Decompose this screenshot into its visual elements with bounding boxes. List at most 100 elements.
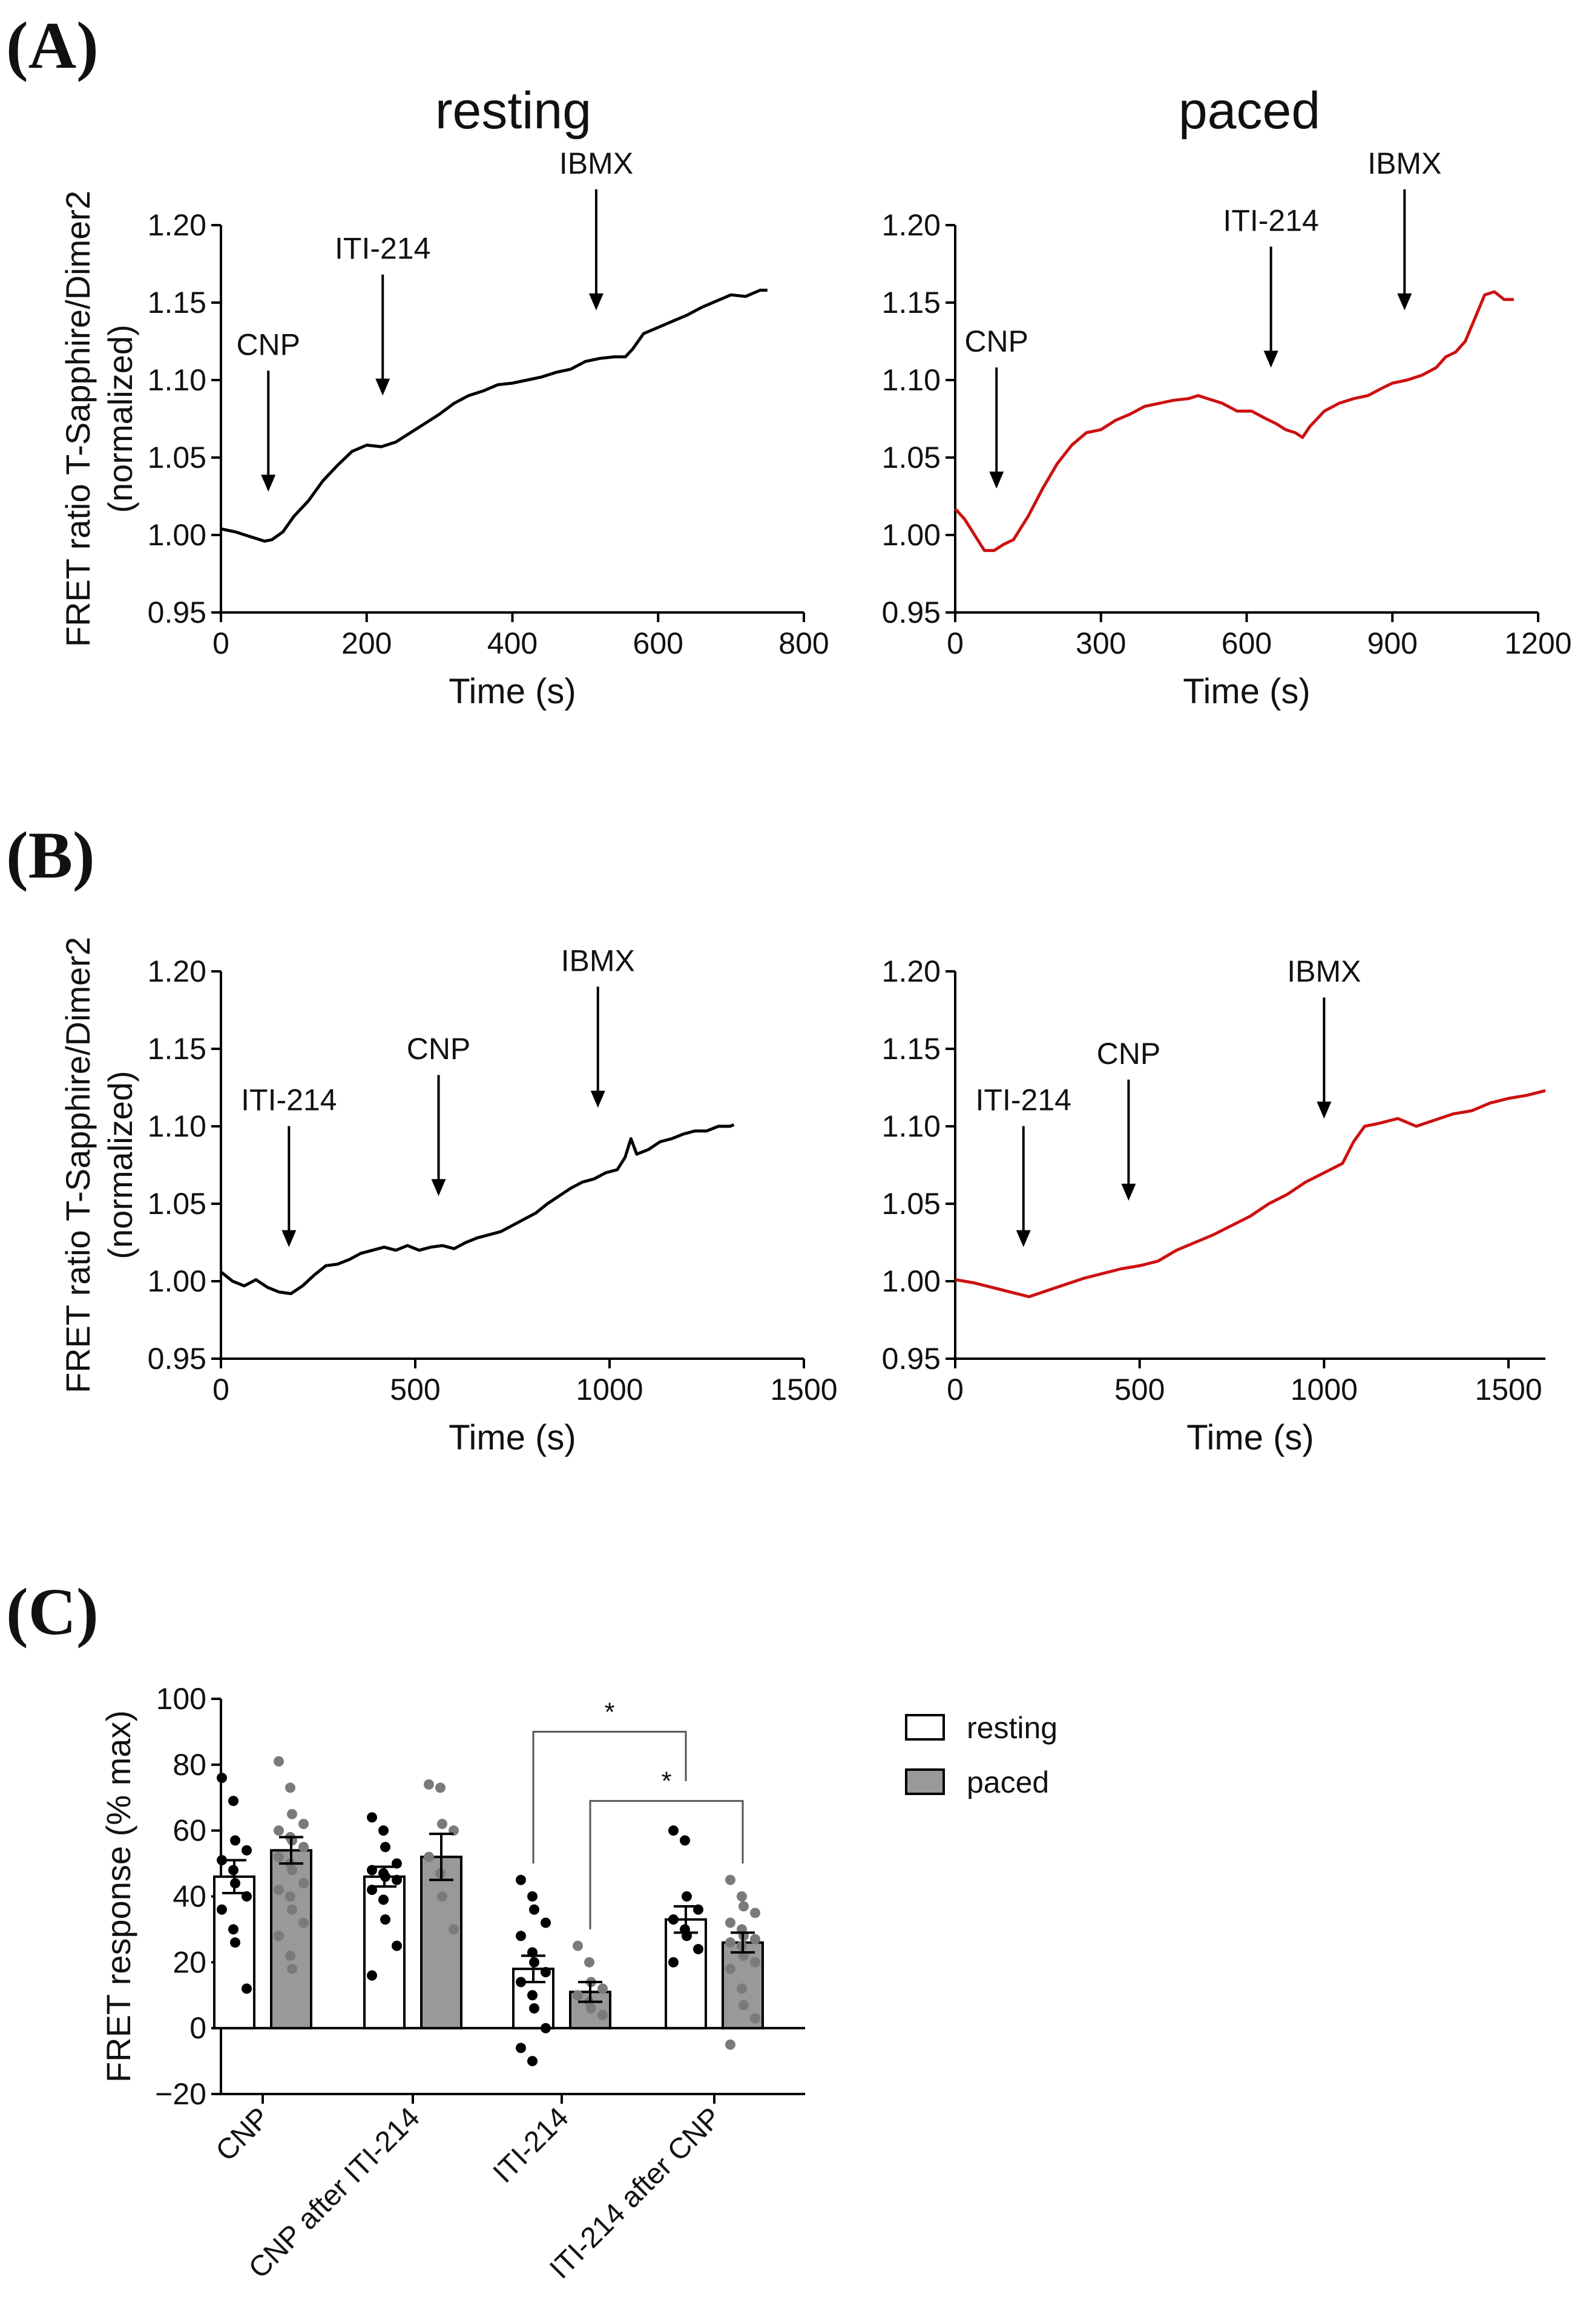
x-tick-label: 0: [947, 1373, 964, 1407]
data-point-resting: [668, 1825, 679, 1836]
series-line-resting: [220, 289, 768, 543]
data-point-paced: [725, 1917, 735, 1928]
data-point-resting: [529, 2003, 539, 2014]
data-point-paced: [725, 1937, 735, 1948]
chart-b-resting: 0.95 1.00 1.05 1.10 1.15 1.20 0 500 1000 1500 Time…: [59, 937, 838, 1457]
x-tick-label: 1200: [1504, 626, 1571, 660]
x-tick-label: 400: [487, 626, 538, 660]
data-point-resting: [516, 2043, 526, 2053]
y-tick-label: 0.95: [882, 596, 941, 629]
legend-label: resting: [967, 1711, 1057, 1745]
x-tick-label: 600: [1222, 626, 1272, 660]
y-tick-label: 1.05: [882, 441, 941, 474]
y-axis-label: FRET response (% max): [99, 1710, 137, 2083]
data-point-resting: [392, 1874, 402, 1885]
data-point-paced: [287, 1808, 297, 1819]
arrow-head: [431, 1179, 446, 1196]
x-tick-label: 800: [778, 626, 829, 660]
x-tick-label: 500: [390, 1373, 440, 1407]
y-tick-label: 100: [156, 1682, 206, 1716]
y-tick-label: 1.20: [882, 954, 941, 988]
data-point-paced: [597, 1983, 608, 1994]
y-tick-label: 1.10: [882, 1109, 941, 1143]
y-tick-label: 20: [173, 1945, 206, 1979]
data-point-resting: [693, 1944, 703, 1955]
chart-b-paced: 0.95 1.00 1.05 1.10 1.15 1.20 0 500 1000 1500 Time…: [882, 954, 1546, 1457]
data-point-paced: [597, 2009, 608, 2020]
y-tick-label: 60: [173, 1814, 206, 1848]
annotation-label: IBMX: [1287, 954, 1361, 988]
y-tick-label: 1.05: [882, 1187, 941, 1221]
data-point-resting: [392, 1940, 402, 1951]
data-point-resting: [242, 1845, 252, 1856]
y-axis-label: (normalized): [101, 1071, 139, 1259]
data-point-resting: [527, 1891, 538, 1902]
data-point-paced: [274, 1851, 284, 1862]
data-point-paced: [298, 1878, 309, 1889]
y-tick-label: 1.20: [148, 954, 206, 988]
legend-label: paced: [967, 1765, 1049, 1799]
data-point-paced: [274, 1756, 284, 1767]
data-point-paced: [435, 1782, 446, 1793]
data-point-paced: [737, 1891, 747, 1902]
data-point-resting: [516, 1874, 526, 1885]
data-point-paced: [725, 2039, 735, 2050]
annotation-label: CNP: [964, 324, 1028, 358]
y-tick-label: 1.10: [148, 363, 206, 397]
panel-label-a: (A): [6, 8, 99, 82]
data-point-resting: [682, 1891, 692, 1902]
arrow-head: [1016, 1230, 1031, 1247]
series-line-paced: [955, 1089, 1546, 1299]
y-tick-label: 1.00: [148, 1264, 206, 1298]
category-label: CNP: [210, 2101, 276, 2167]
data-point-resting: [527, 1990, 538, 2001]
data-point-resting: [230, 1835, 240, 1846]
data-point-paced: [573, 1940, 583, 1951]
x-tick-label: 900: [1367, 626, 1418, 660]
chart-a-resting: 0.95 1.00 1.05 1.10 1.15 1.20 0 200 400 600 800 Tim…: [59, 146, 829, 711]
data-point-resting: [367, 1970, 377, 1981]
bar-resting: [213, 1875, 255, 2030]
annotation-label: CNP: [407, 1032, 471, 1066]
data-point-paced: [449, 1924, 459, 1935]
data-point-resting: [230, 1937, 240, 1948]
y-tick-label: 1.10: [882, 363, 941, 397]
arrow-head: [375, 378, 390, 396]
data-point-resting: [529, 1904, 539, 1915]
y-tick-label: 1.15: [882, 1032, 941, 1066]
data-point-resting: [367, 1812, 377, 1823]
data-point-paced: [750, 1908, 760, 1919]
data-point-resting: [541, 1967, 551, 1978]
significance-bracket: [532, 1730, 687, 1864]
data-point-resting: [217, 1904, 227, 1915]
x-tick-label: 0: [947, 626, 964, 660]
data-point-paced: [750, 1957, 760, 1968]
data-point-resting: [541, 1917, 551, 1928]
data-point-paced: [573, 1990, 583, 2001]
x-tick-label: 500: [1114, 1373, 1165, 1407]
x-tick-label: 1500: [1475, 1373, 1542, 1407]
data-point-resting: [668, 1914, 679, 1925]
data-point-resting: [668, 1957, 679, 1968]
x-tick-label: 1000: [1291, 1373, 1358, 1407]
y-axis-label: FRET ratio T-Sapphire/Dimer2: [59, 191, 97, 647]
data-point-paced: [424, 1779, 434, 1790]
data-point-paced: [738, 2000, 749, 2011]
data-point-resting: [228, 1924, 238, 1935]
annotation-label: CNP: [1097, 1037, 1161, 1071]
y-tick-label: 1.00: [148, 518, 206, 552]
data-point-paced: [285, 1891, 295, 1902]
data-point-resting: [378, 1825, 389, 1836]
series-line-paced: [954, 290, 1514, 553]
y-axis-label: FRET ratio T-Sapphire/Dimer2: [59, 937, 97, 1393]
annotation-label: ITI-214: [241, 1083, 337, 1117]
y-tick-label: 80: [173, 1748, 206, 1782]
arrow-head: [1263, 350, 1278, 368]
header-resting: resting: [435, 82, 591, 140]
legend-swatch-paced: [905, 1768, 945, 1795]
y-tick-label: 1.05: [148, 1187, 206, 1221]
y-tick-label: 1.20: [148, 208, 206, 242]
arrow-head: [1397, 293, 1412, 310]
y-tick-label: −20: [155, 2077, 206, 2111]
